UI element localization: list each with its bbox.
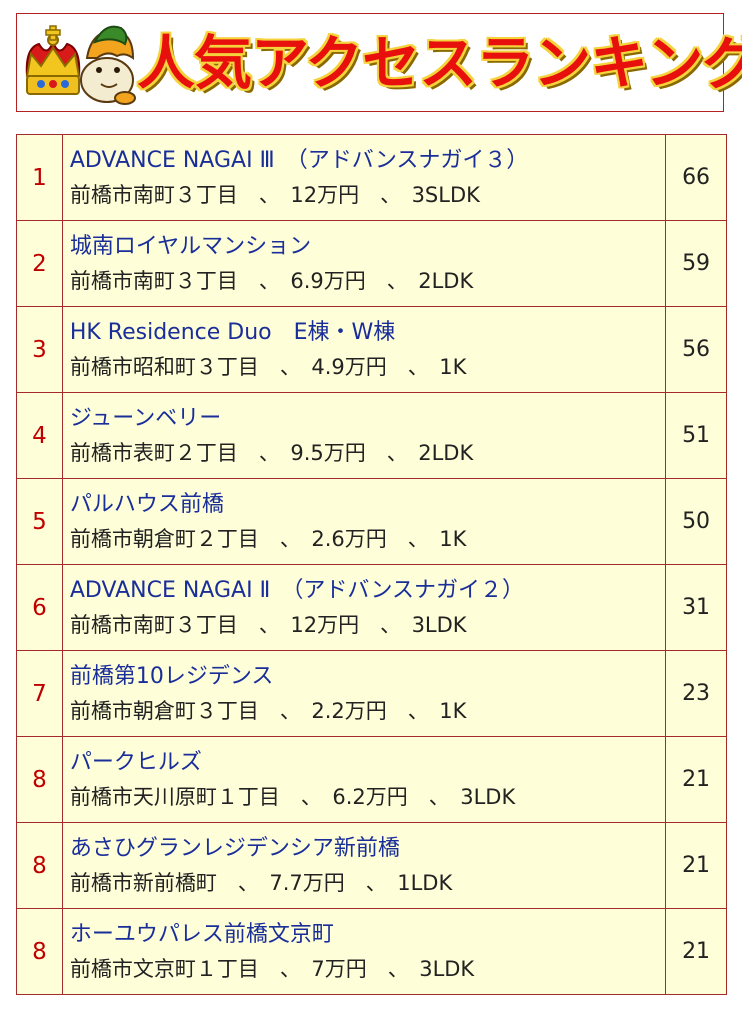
access-count: 21 — [665, 908, 727, 995]
rank-number: 8 — [16, 908, 63, 995]
property-detail: 前橋市新前橋町 、 7.7万円 、 1LDK — [69, 870, 453, 895]
property-info: ADVANCE NAGAI Ⅱ （アドバンスナガイ２） 前橋市南町３丁目 、 12… — [61, 564, 667, 651]
property-info: あさひグランレジデンシア新前橋前橋市新前橋町 、 7.7万円 、 1LDK — [61, 822, 667, 909]
property-detail: 前橋市表町２丁目 、 9.5万円 、 2LDK — [69, 440, 474, 465]
property-name-link[interactable]: ジューンベリー — [69, 405, 222, 431]
property-detail: 前橋市昭和町３丁目 、 4.9万円 、 1K — [69, 354, 467, 379]
table-row: 8 ホーユウパレス前橋文京町 前橋市文京町１丁目 、 7万円 、 3LDK 21 — [16, 908, 727, 995]
table-row: 2 城南ロイヤルマンション 前橋市南町３丁目 、 6.9万円 、 2LDK 59 — [16, 220, 727, 307]
property-detail: 前橋市朝倉町２丁目 、 2.6万円 、 1K — [69, 526, 467, 551]
rank-number: 1 — [16, 134, 63, 221]
property-detail: 前橋市天川原町１丁目 、 6.2万円 、 3LDK — [69, 784, 516, 809]
access-count: 56 — [665, 306, 727, 393]
access-count: 51 — [665, 392, 727, 479]
property-name-link[interactable]: パークヒルズ — [69, 749, 202, 775]
property-info: パークヒルズ前橋市天川原町１丁目 、 6.2万円 、 3LDK — [61, 736, 667, 823]
table-row: 8 あさひグランレジデンシア新前橋 前橋市新前橋町 、 7.7万円 、 1LDK 21 — [16, 822, 727, 909]
property-name-link[interactable]: ADVANCE NAGAI Ⅲ （アドバンスナガイ３） — [69, 147, 529, 173]
ranking-table: 1 ADVANCE NAGAI Ⅲ （アドバンスナガイ３） 前橋市南町３丁目 、 1… — [16, 134, 727, 995]
ranking-body: 1 ADVANCE NAGAI Ⅲ （アドバンスナガイ３） 前橋市南町３丁目 、 1… — [16, 134, 727, 995]
rank-number: 6 — [16, 564, 63, 651]
rank-number: 7 — [16, 650, 63, 737]
rank-number: 5 — [16, 478, 63, 565]
property-info: 城南ロイヤルマンション前橋市南町３丁目 、 6.9万円 、 2LDK — [61, 220, 667, 307]
access-count: 21 — [665, 736, 727, 823]
access-count: 59 — [665, 220, 727, 307]
access-count: 31 — [665, 564, 727, 651]
access-count: 50 — [665, 478, 727, 565]
rank-number: 3 — [16, 306, 63, 393]
page-title: 人気アクセスランキング — [137, 29, 742, 97]
property-info: ADVANCE NAGAI Ⅲ （アドバンスナガイ３） 前橋市南町３丁目 、 12… — [61, 134, 667, 221]
rank-number: 4 — [16, 392, 63, 479]
property-detail: 前橋市南町３丁目 、 12万円 、 3LDK — [69, 612, 467, 637]
table-row: 6 ADVANCE NAGAI Ⅱ （アドバンスナガイ２） 前橋市南町３丁目 、 1… — [16, 564, 727, 651]
property-detail: 前橋市朝倉町３丁目 、 2.2万円 、 1K — [69, 698, 467, 723]
property-info: 前橋第10レジデンス前橋市朝倉町３丁目 、 2.2万円 、 1K — [61, 650, 667, 737]
property-info: ホーユウパレス前橋文京町前橋市文京町１丁目 、 7万円 、 3LDK — [61, 908, 667, 995]
property-name-link[interactable]: ホーユウパレス前橋文京町 — [69, 921, 334, 947]
table-row: 7 前橋第10レジデンス 前橋市朝倉町３丁目 、 2.2万円 、 1K 23 — [16, 650, 727, 737]
property-name-link[interactable]: あさひグランレジデンシア新前橋 — [69, 835, 400, 861]
property-name-link[interactable]: 前橋第10レジデンス — [69, 663, 274, 689]
access-count: 23 — [665, 650, 727, 737]
property-detail: 前橋市文京町１丁目 、 7万円 、 3LDK — [69, 956, 475, 981]
property-name-link[interactable]: HK Residence Duo E棟・W棟 — [69, 319, 396, 345]
rank-number: 2 — [16, 220, 63, 307]
ranking-header: 人気アクセスランキング — [16, 13, 742, 112]
property-info: HK Residence Duo E棟・W棟前橋市昭和町３丁目 、 4.9万円 … — [61, 306, 667, 393]
table-row: 4 ジューンベリー 前橋市表町２丁目 、 9.5万円 、 2LDK 51 — [16, 392, 727, 479]
table-row: 1 ADVANCE NAGAI Ⅲ （アドバンスナガイ３） 前橋市南町３丁目 、 1… — [16, 134, 727, 221]
property-detail: 前橋市南町３丁目 、 6.9万円 、 2LDK — [69, 268, 474, 293]
property-detail: 前橋市南町３丁目 、 12万円 、 3SLDK — [69, 182, 480, 207]
rank-number: 8 — [16, 822, 63, 909]
access-count: 66 — [665, 134, 727, 221]
table-row: 3 HK Residence Duo E棟・W棟前橋市昭和町３丁目 、 4.9万円… — [16, 306, 727, 393]
table-row: 8 パークヒルズ 前橋市天川原町１丁目 、 6.2万円 、 3LDK 21 — [16, 736, 727, 823]
property-info: ジューンベリー前橋市表町２丁目 、 9.5万円 、 2LDK — [61, 392, 667, 479]
property-name-link[interactable]: パルハウス前橋 — [69, 491, 224, 517]
rank-number: 8 — [16, 736, 63, 823]
property-name-link[interactable]: ADVANCE NAGAI Ⅱ （アドバンスナガイ２） — [69, 577, 525, 603]
access-count: 21 — [665, 822, 727, 909]
property-name-link[interactable]: 城南ロイヤルマンション — [69, 233, 312, 259]
table-row: 5 パルハウス前橋 前橋市朝倉町２丁目 、 2.6万円 、 1K 50 — [16, 478, 727, 565]
crown-mascot-icon — [25, 25, 136, 105]
property-info: パルハウス前橋前橋市朝倉町２丁目 、 2.6万円 、 1K — [61, 478, 667, 565]
